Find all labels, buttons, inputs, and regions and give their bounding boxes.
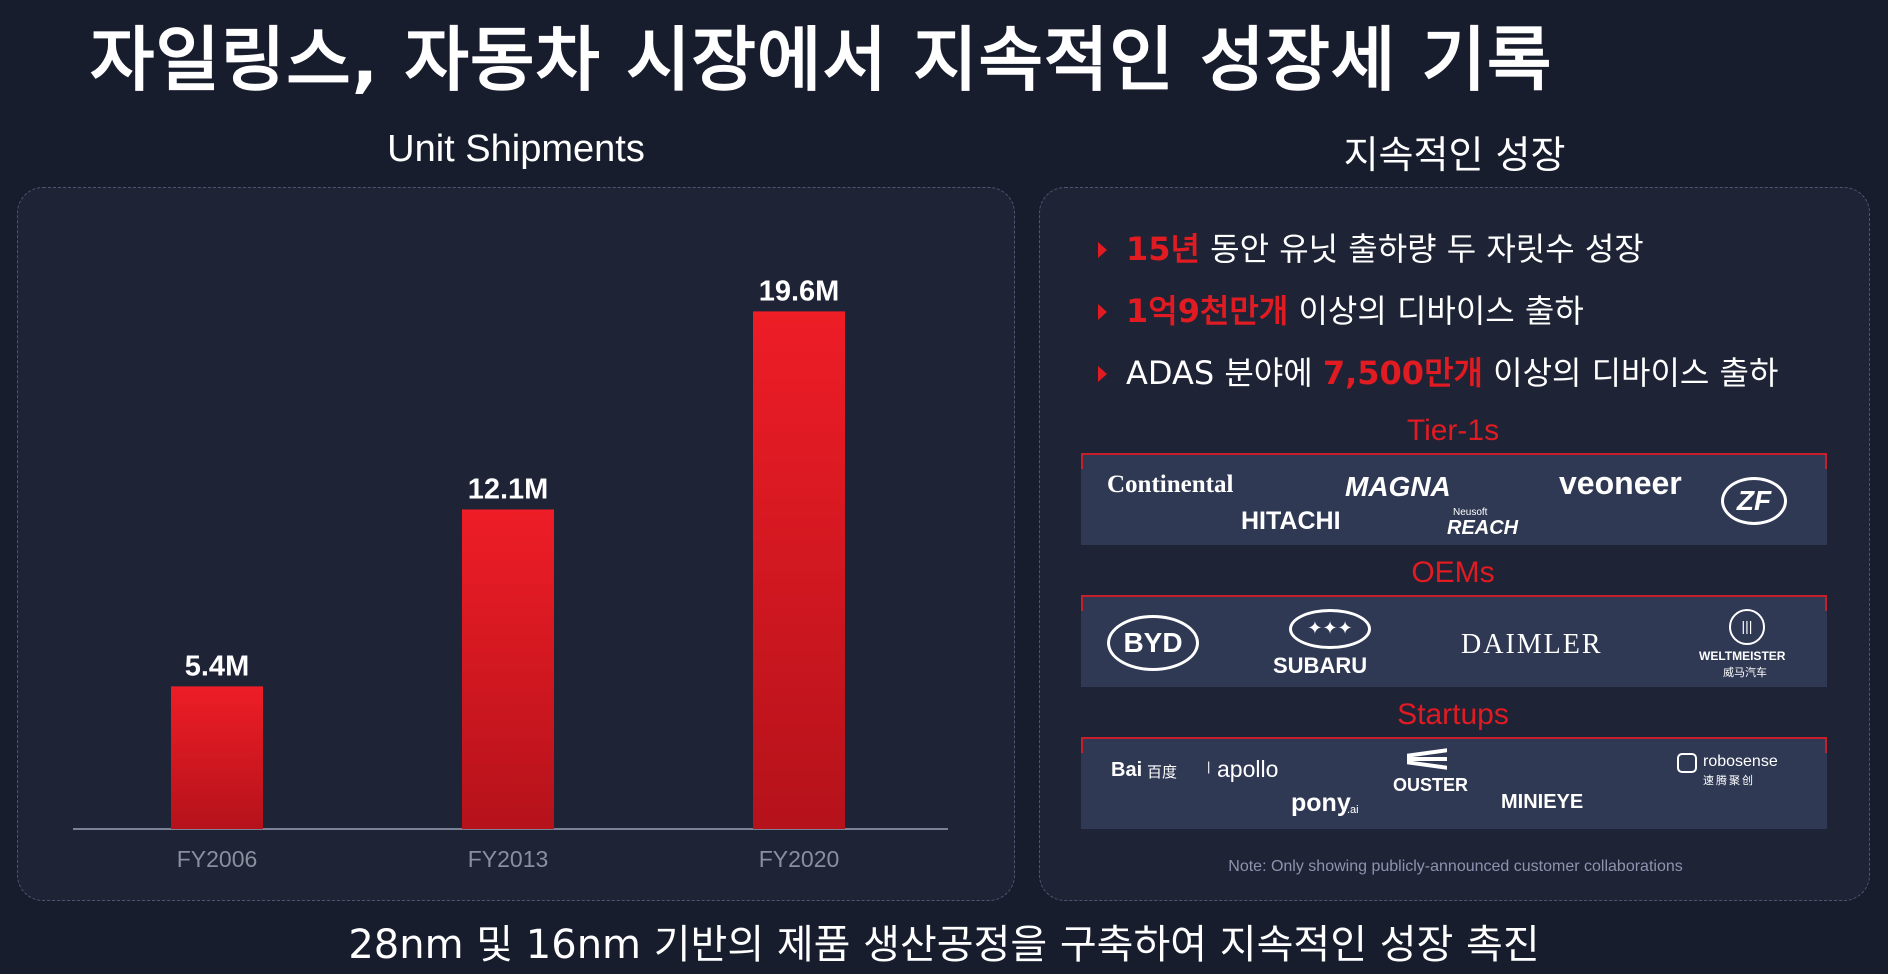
bullet-highlight: 7,500만개 [1322,354,1483,392]
logo-subaru: SUBARU [1273,653,1368,678]
bullet-text-after: 동안 유닛 출하량 두 자릿수 성장 [1199,230,1644,268]
logo-neusoft: Neusoft [1453,507,1488,518]
page-title: 자일링스, 자동차 시장에서 지속적인 성장세 기록 [90,19,1553,101]
data-label: 19.6M [759,275,840,307]
logo-pony: pony [1291,789,1351,817]
bar-fy2020 [753,311,845,829]
logo-hitachi: HITACHI [1241,507,1341,535]
chart-panel-title: Unit Shipments [387,128,645,170]
ouster-icon [1407,748,1447,771]
footnote: Note: Only showing publicly-announced cu… [1228,858,1683,875]
bullet-highlight: 15년 [1126,230,1200,268]
bullet-arrow-icon [1098,366,1107,382]
logo-pony-ai: .ai [1347,804,1359,816]
bullet-text-before: ADAS 분야에 [1126,354,1323,392]
logo-box-startups: Bai 百度 | apollo pony .ai OUSTER MINIEYE … [1081,737,1827,829]
subaru-stars-icon: ✦✦✦ [1289,609,1371,649]
logo-box-tier1: Continental MAGNA veoneer ZF HITACHI Neu… [1081,453,1827,545]
logo-zf: ZF [1721,477,1787,525]
bar-chart: 5.4M FY2006 12.1M FY2013 19.6M FY2020 [73,275,948,872]
bullet-arrow-icon [1098,304,1107,320]
logo-reach: REACH [1447,517,1519,539]
bullet-text-after: 이상의 디바이스 출하 [1482,354,1779,392]
bar-fy2013 [462,509,554,829]
data-label: 5.4M [185,650,249,682]
logo-robosense: robosense [1703,753,1778,770]
logo-baidu: Bai [1111,759,1143,781]
logo-daimler: DAIMLER [1461,629,1603,660]
logo-veoneer: veoneer [1559,465,1682,501]
logo-divider: | [1207,759,1211,774]
logo-weltmeister-cn: 威马汽车 [1723,666,1767,679]
logo-apollo: apollo [1217,756,1279,782]
logo-continental: Continental [1107,471,1234,498]
bullet-text-after: 이상의 디바이스 출하 [1288,292,1584,330]
logo-minieye: MINIEYE [1501,791,1584,813]
group-label-startups: Startups [1397,698,1509,731]
bullet-item: 1억9천만개 이상의 디바이스 출하 [1070,280,1778,342]
growth-panel-title: 지속적인 성장 [1343,133,1566,177]
group-label-oems: OEMs [1411,556,1495,589]
footer-caption: 28nm 및 16nm 기반의 제품 생산공정을 구축하여 지속적인 성장 촉진 [348,922,1540,968]
group-label-tier1: Tier-1s [1406,414,1500,447]
bar-fy2006 [171,686,263,829]
bullet-item: ADAS 분야에 7,500만개 이상의 디바이스 출하 [1070,342,1778,404]
x-tick-label: FY2006 [177,846,258,872]
x-tick-label: FY2020 [759,846,840,872]
bullet-item: 15년 동안 유닛 출하량 두 자릿수 성장 [1070,218,1778,280]
logo-magna: MAGNA [1345,471,1451,502]
bullet-highlight: 1억9천만개 [1126,292,1289,330]
logo-box-oems: BYD ✦✦✦ SUBARU DAIMLER ||| WELTMEISTER 威… [1081,595,1827,687]
logo-robosense-cn: 速腾聚创 [1703,774,1755,787]
bullet-arrow-icon [1098,242,1107,258]
logo-baidu-cn: 百度 [1147,763,1178,781]
bullet-list: 15년 동안 유닛 출하량 두 자릿수 성장 1억9천만개 이상의 디바이스 출… [1070,218,1778,404]
chart-panel: 5.4M FY2006 12.1M FY2013 19.6M FY2020 [17,187,1015,901]
logo-ouster: OUSTER [1393,775,1469,795]
data-label: 12.1M [468,473,549,505]
growth-panel: 15년 동안 유닛 출하량 두 자릿수 성장 1억9천만개 이상의 디바이스 출… [1039,187,1870,901]
weltmeister-icon: ||| [1729,609,1765,645]
logo-weltmeister: WELTMEISTER [1699,649,1786,663]
robosense-icon [1677,753,1697,773]
logo-byd: BYD [1107,615,1199,671]
x-tick-label: FY2013 [468,846,549,872]
